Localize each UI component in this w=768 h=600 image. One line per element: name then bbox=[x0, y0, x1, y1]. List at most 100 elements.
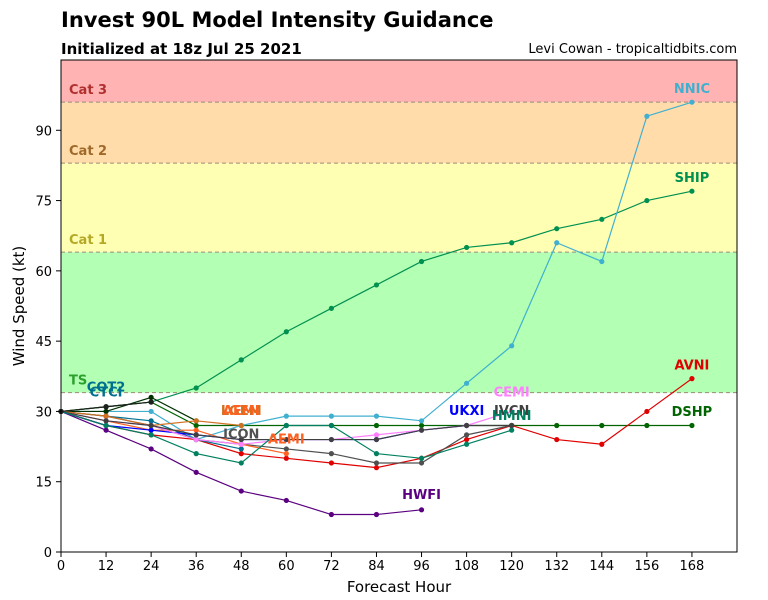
series-hwfi bbox=[58, 408, 425, 518]
data-point bbox=[509, 240, 515, 246]
plot-frame bbox=[60, 59, 738, 553]
data-point bbox=[193, 427, 199, 433]
data-point bbox=[418, 455, 425, 461]
x-tick-label: 48 bbox=[233, 559, 250, 574]
data-point bbox=[193, 432, 199, 438]
model-label-7: HMNI bbox=[492, 409, 532, 424]
data-point bbox=[328, 305, 334, 311]
data-point bbox=[103, 408, 109, 415]
model-label-2: AVNI bbox=[674, 358, 709, 373]
data-point bbox=[238, 422, 244, 429]
data-point bbox=[373, 451, 380, 457]
data-point bbox=[689, 422, 695, 429]
data-point bbox=[148, 446, 154, 452]
data-point bbox=[509, 408, 515, 415]
data-point bbox=[689, 376, 695, 382]
data-point bbox=[238, 446, 244, 452]
data-point bbox=[554, 226, 560, 232]
data-point bbox=[418, 258, 425, 265]
x-tick-label: 120 bbox=[499, 559, 524, 574]
x-tick-label: 132 bbox=[544, 559, 569, 574]
band-0 bbox=[61, 252, 737, 393]
data-point bbox=[148, 399, 154, 405]
band-2 bbox=[61, 102, 737, 164]
data-point bbox=[599, 216, 605, 222]
data-point bbox=[148, 432, 154, 438]
y-tick-label: 15 bbox=[35, 476, 52, 491]
data-point bbox=[148, 408, 154, 415]
data-point bbox=[373, 422, 380, 429]
data-point bbox=[644, 113, 650, 119]
data-point bbox=[328, 511, 334, 518]
data-point bbox=[599, 258, 605, 265]
data-point bbox=[193, 385, 199, 391]
model-label-5: CEMI bbox=[494, 385, 530, 400]
data-point bbox=[509, 427, 515, 433]
x-tick-label: 144 bbox=[589, 559, 614, 574]
data-point bbox=[418, 418, 425, 424]
x-tick-label: 72 bbox=[323, 559, 340, 574]
data-point bbox=[373, 413, 380, 419]
data-point bbox=[193, 469, 199, 475]
model-label-4: HWFI bbox=[402, 488, 441, 503]
data-point bbox=[283, 413, 289, 419]
data-point bbox=[328, 436, 334, 443]
x-tick-label: 96 bbox=[413, 559, 430, 574]
model-label-1: SHIP bbox=[675, 171, 710, 186]
data-point bbox=[554, 240, 560, 246]
data-point bbox=[373, 465, 380, 471]
y-tick-label: 90 bbox=[35, 124, 52, 139]
data-point bbox=[238, 451, 244, 457]
data-point bbox=[554, 436, 560, 443]
model-label-12: AEMI bbox=[223, 404, 260, 419]
band-label-1: Cat 1 bbox=[69, 233, 107, 248]
chart-subtitle: Initialized at 18z Jul 25 2021 bbox=[61, 40, 302, 58]
data-point bbox=[418, 507, 425, 513]
data-point bbox=[193, 451, 199, 457]
model-label-10: CTCI bbox=[90, 385, 123, 400]
data-point bbox=[418, 422, 425, 429]
data-point bbox=[328, 422, 334, 429]
data-point bbox=[418, 460, 425, 466]
data-point bbox=[148, 418, 154, 424]
y-axis-label: Wind Speed (kt) bbox=[10, 246, 28, 367]
x-tick-label: 60 bbox=[278, 559, 295, 574]
data-point bbox=[283, 329, 289, 335]
y-tick-label: 0 bbox=[44, 546, 52, 561]
data-point bbox=[509, 422, 515, 429]
data-point bbox=[644, 422, 650, 429]
data-point bbox=[283, 436, 289, 443]
data-point bbox=[148, 394, 154, 400]
chart-credit: Levi Cowan - tropicaltidbits.com bbox=[528, 42, 737, 57]
data-point bbox=[238, 460, 244, 466]
data-point bbox=[373, 436, 380, 443]
data-point bbox=[689, 99, 695, 105]
band-3 bbox=[61, 60, 737, 103]
data-point bbox=[599, 441, 605, 447]
data-point bbox=[328, 451, 334, 457]
data-point bbox=[238, 488, 244, 494]
band-label-2: Cat 2 bbox=[69, 144, 107, 159]
data-point bbox=[148, 427, 154, 433]
data-point bbox=[283, 497, 289, 504]
data-point bbox=[283, 422, 289, 429]
data-point bbox=[644, 197, 650, 204]
data-point bbox=[373, 282, 380, 288]
data-point bbox=[464, 441, 470, 447]
data-point bbox=[103, 404, 109, 410]
model-label-14: AEMI bbox=[268, 432, 305, 447]
data-point bbox=[464, 432, 470, 438]
data-point bbox=[464, 244, 470, 251]
model-label-11: LGEM bbox=[221, 404, 262, 419]
data-point bbox=[103, 427, 109, 433]
x-axis-label: Forecast Hour bbox=[347, 578, 452, 596]
data-point bbox=[689, 188, 695, 194]
model-label-6: IVCN bbox=[494, 404, 529, 419]
data-point bbox=[193, 418, 199, 424]
model-label-9: COT2 bbox=[87, 381, 126, 396]
band-label-3: Cat 3 bbox=[69, 83, 107, 98]
data-point bbox=[103, 422, 109, 429]
x-tick-label: 12 bbox=[98, 559, 115, 574]
